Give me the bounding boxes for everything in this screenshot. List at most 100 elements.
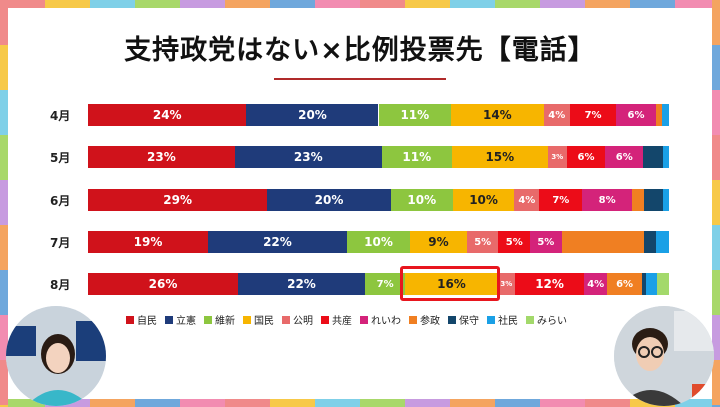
legend-swatch [165, 315, 173, 324]
bar-segment-保守 [643, 231, 657, 253]
bar-segment-参政: 6% [607, 273, 642, 295]
legend-swatch [360, 315, 368, 324]
frame-segment [495, 399, 540, 407]
frame-segment [45, 0, 90, 8]
frame-segment [712, 315, 720, 360]
legend-label: 共産 [332, 316, 352, 327]
bar-row: 19% 22% 10% 9% 5% 5% 5% [88, 231, 669, 253]
legend-label: 自民 [137, 316, 157, 327]
bar-segment-維新: 7% [364, 273, 406, 295]
bar-segment-維新: 11% [378, 104, 452, 126]
frame-segment [0, 180, 8, 225]
legend-item: 公明 [282, 312, 313, 327]
frame-segment [0, 0, 45, 8]
bar-segment-れいわ: 6% [605, 146, 644, 168]
category-label: 4月 [50, 109, 71, 123]
frame-segment [180, 0, 225, 8]
frame-segment [712, 405, 720, 407]
legend-item: 共産 [321, 312, 352, 327]
frame-segment [585, 399, 630, 407]
bar-row: 29% 20% 10% 10% 4% 7% 8% [88, 189, 669, 211]
frame-segment [135, 399, 180, 407]
legend-swatch [409, 315, 417, 324]
legend-swatch [448, 315, 456, 324]
title-underline [274, 78, 446, 80]
frame-segment [712, 180, 720, 225]
frame-segment [90, 399, 135, 407]
frame-segment [270, 0, 315, 8]
legend-swatch [243, 315, 251, 324]
frame-segment [360, 0, 405, 8]
frame-segment [712, 360, 720, 405]
frame-segment [0, 45, 8, 90]
legend-label: 参政 [420, 316, 440, 327]
legend-swatch [204, 315, 212, 324]
frame-segment [90, 0, 135, 8]
category-label: 7月 [50, 236, 71, 250]
frame-segment [540, 399, 585, 407]
presenter-right-image [614, 306, 714, 406]
frame-segment [450, 399, 495, 407]
legend-item: 社民 [487, 312, 518, 327]
bar-segment-立憲: 22% [207, 231, 347, 253]
bar-segment-参政 [561, 231, 644, 253]
bar-segment-社民 [662, 104, 669, 126]
bar-segment-国民: 15% [451, 146, 548, 168]
category-label: 8月 [50, 278, 71, 292]
frame-segment [135, 0, 180, 8]
bar-segment-公明: 5% [466, 231, 499, 253]
frame-segment [0, 90, 8, 135]
bar-segment-自民: 23% [88, 146, 235, 168]
bar-row: 24% 20% 11% 14% 4% 7% 6% [88, 104, 669, 126]
bar-segment-公明: 3% [497, 273, 515, 295]
bar-segment-自民: 26% [88, 273, 238, 295]
legend-swatch [126, 315, 134, 324]
presenter-left-image [6, 306, 106, 406]
legend-item: 参政 [409, 312, 440, 327]
frame-segment [0, 405, 8, 407]
bar-segment-社民 [656, 231, 669, 253]
legend-swatch [321, 315, 329, 324]
bar-segment-参政 [631, 189, 645, 211]
bar-segment-自民: 24% [88, 104, 247, 126]
frame-segment [712, 0, 720, 45]
legend-label: れいわ [371, 316, 401, 327]
frame-segment [712, 270, 720, 315]
frame-segment [585, 0, 630, 8]
frame-segment [0, 0, 8, 45]
presenter-right-avatar [614, 306, 714, 406]
bar-segment-共産: 7% [539, 189, 583, 211]
frame-segment [675, 399, 720, 407]
frame-segment [0, 399, 45, 407]
bar-segment-れいわ: 6% [616, 104, 656, 126]
legend-item: 維新 [204, 312, 235, 327]
bar-segment-れいわ: 4% [584, 273, 608, 295]
frame-segment [0, 315, 8, 360]
frame-segment [180, 399, 225, 407]
legend-swatch [282, 315, 290, 324]
frame-segment [225, 399, 270, 407]
bar-segment-れいわ: 5% [530, 231, 562, 253]
frame-segment [0, 270, 8, 315]
bar-segment-国民: 9% [410, 231, 467, 253]
bar-row: 23% 23% 11% 15% 3% 6% 6% [88, 146, 669, 168]
bar-segment-れいわ: 8% [582, 189, 632, 211]
frame-segment [405, 399, 450, 407]
bar-segment-保守 [641, 273, 646, 295]
bar-segment-保守 [644, 189, 663, 211]
frame-segment [630, 0, 675, 8]
frame-segment [0, 225, 8, 270]
frame-segment [712, 45, 720, 90]
legend-swatch [487, 315, 495, 324]
legend-item: みらい [526, 312, 567, 327]
bar-segment-自民: 19% [88, 231, 208, 253]
highlight-box-august-kokumin [400, 266, 500, 301]
category-label: 6月 [50, 194, 71, 208]
frame-segment [315, 399, 360, 407]
legend-item: 立憲 [165, 312, 196, 327]
frame-segment [712, 90, 720, 135]
chart-legend: 自民 立憲 維新 国民 公明 共産 れいわ 参政 保守 社民 みらい [126, 312, 567, 327]
bar-segment-社民 [645, 273, 658, 295]
frame-segment [0, 360, 8, 405]
bar-segment-共産: 12% [514, 273, 585, 295]
